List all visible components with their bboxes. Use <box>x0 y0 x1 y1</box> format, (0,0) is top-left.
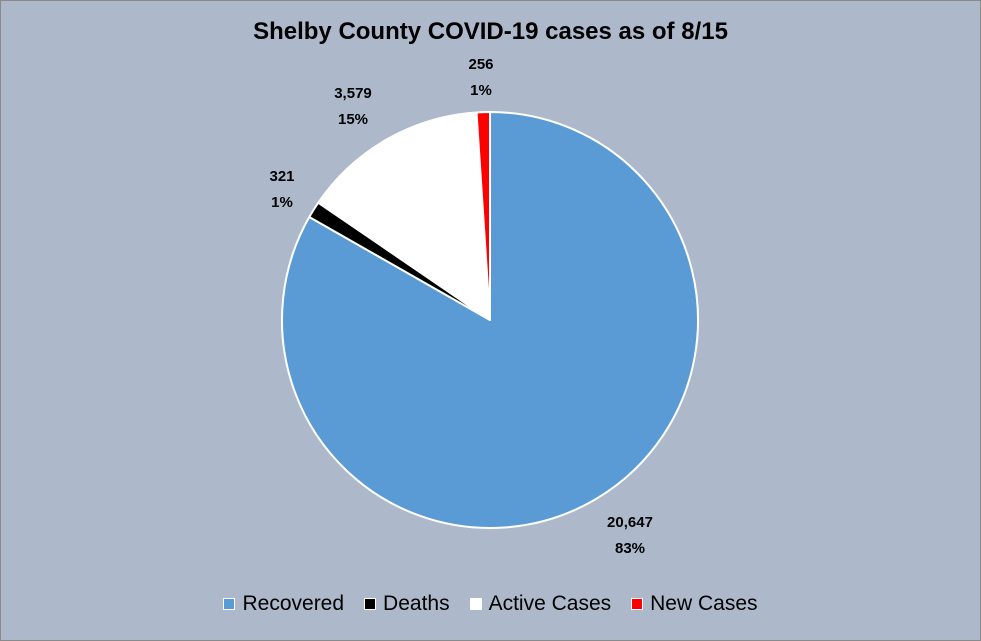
legend-item-new-cases[interactable]: New Cases <box>631 592 758 616</box>
legend-item-deaths[interactable]: Deaths <box>364 592 450 616</box>
data-label-new-cases-percent: 1% <box>470 82 492 99</box>
data-label-deaths-percent: 1% <box>271 194 293 211</box>
data-label-active-cases: 3,579 15% <box>293 81 413 133</box>
chart-title: Shelby County COVID-19 cases as of 8/15 <box>253 18 728 45</box>
pie-slice-recovered <box>281 111 699 529</box>
pie-slice-new-cases <box>475 111 491 321</box>
pie-slice-active-cases <box>317 111 491 321</box>
legend-label-active-cases: Active Cases <box>488 592 612 615</box>
legend-swatch-active-cases <box>469 598 482 610</box>
legend-swatch-deaths <box>364 598 377 610</box>
data-label-deaths-value: 321 <box>269 168 295 185</box>
legend-swatch-recovered <box>223 598 236 610</box>
data-label-deaths: 321 1% <box>222 164 342 216</box>
data-label-active-cases-value: 3,579 <box>334 85 372 102</box>
legend-swatch-new-cases <box>631 598 644 610</box>
data-label-new-cases: 256 1% <box>421 52 541 104</box>
legend-item-active-cases[interactable]: Active Cases <box>469 592 612 616</box>
data-label-new-cases-value: 256 <box>468 56 494 73</box>
legend: Recovered Deaths Active Cases New Cases <box>0 592 981 616</box>
data-label-recovered-percent: 83% <box>614 540 646 557</box>
legend-item-recovered[interactable]: Recovered <box>223 592 344 616</box>
data-label-recovered-value: 20,647 <box>607 514 653 531</box>
data-label-recovered: 20,647 83% <box>570 510 690 562</box>
data-label-active-cases-percent: 15% <box>337 111 369 128</box>
legend-label-new-cases: New Cases <box>650 592 758 615</box>
legend-label-deaths: Deaths <box>383 592 450 615</box>
legend-label-recovered: Recovered <box>242 592 345 615</box>
